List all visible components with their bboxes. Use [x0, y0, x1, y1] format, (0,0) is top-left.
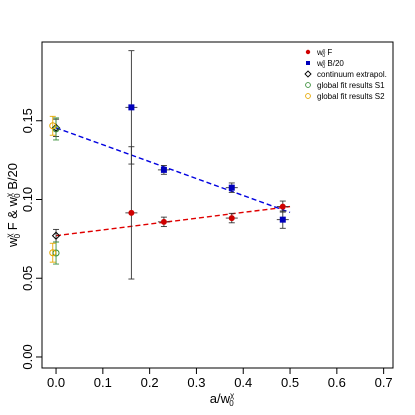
y-tick-label-3: 0.15	[20, 108, 35, 133]
legend: wχ 0 F wχ 0 B/20 continuum extrapol. globa…	[304, 48, 387, 101]
legend-label-s1: global fit results S1	[317, 81, 385, 90]
data-point-s3-p0	[52, 249, 60, 257]
legend-marker-s1	[305, 82, 311, 88]
error-bars	[49, 50, 289, 280]
y-tick-label-0: 0.00	[20, 344, 35, 369]
data-point-s0-p1	[160, 218, 167, 225]
legend-marker-continuum	[304, 70, 312, 78]
fit-line-1	[55, 127, 291, 214]
legend-marker-s2	[305, 93, 311, 99]
data-point-s1-p1	[160, 166, 167, 173]
data-point-s0-p0	[128, 209, 135, 216]
x-tick-label-4: 0.4	[234, 375, 252, 390]
plot-frame	[41, 41, 394, 369]
legend-label-f: wχ 0 F	[316, 48, 332, 59]
x-tick-label-2: 0.2	[141, 375, 159, 390]
fit-line-0	[55, 205, 291, 237]
x-tick-label-7: 0.7	[375, 375, 393, 390]
data-point-s1-p0	[128, 104, 135, 111]
legend-entry-b: wχ 0 B/20	[306, 59, 344, 70]
legend-label-continuum: continuum extrapol.	[317, 70, 387, 79]
x-tick-label-0: 0.0	[47, 375, 65, 390]
legend-label-b: wχ 0 B/20	[316, 59, 344, 70]
fit-lines	[55, 127, 291, 237]
data-point-s4-p0	[49, 249, 57, 257]
x-tick-label-6: 0.6	[328, 375, 346, 390]
legend-entry-f: wχ 0 F	[305, 48, 332, 59]
data-point-s2-p0	[51, 231, 61, 240]
error-bar-s4-p1	[49, 115, 56, 136]
error-bar-s3-p1	[53, 117, 60, 141]
y-tick-label-1: 0.05	[20, 266, 35, 291]
data-point-s1-p2	[228, 184, 235, 191]
x-axis: 0.0 0.1 0.2 0.3 0.4 0.5 0.6 0.7	[47, 368, 393, 390]
data-point-s1-p3	[279, 216, 286, 223]
legend-label-s2: global fit results S2	[317, 92, 385, 101]
legend-marker-f	[305, 49, 311, 55]
legend-entry-s2: global fit results S2	[305, 92, 385, 101]
y-axis-label: wχ0 F & wχ0 B/20	[5, 163, 22, 248]
legend-entry-s1: global fit results S1	[305, 81, 385, 90]
data-point-s0-p3	[279, 203, 286, 210]
x-axis-label: a/wχ 0	[210, 391, 235, 408]
x-tick-label-1: 0.1	[94, 375, 112, 390]
data-markers	[49, 104, 286, 257]
y-tick-label-2: 0.10	[20, 187, 35, 212]
data-point-s0-p2	[228, 215, 235, 222]
x-tick-label-5: 0.5	[281, 375, 299, 390]
data-point-s4-p1	[49, 122, 57, 130]
y-axis: 0.00 0.05 0.10 0.15	[20, 108, 42, 370]
legend-marker-b	[306, 61, 310, 65]
legend-entry-continuum: continuum extrapol.	[304, 70, 387, 79]
x-tick-label-3: 0.3	[187, 375, 205, 390]
